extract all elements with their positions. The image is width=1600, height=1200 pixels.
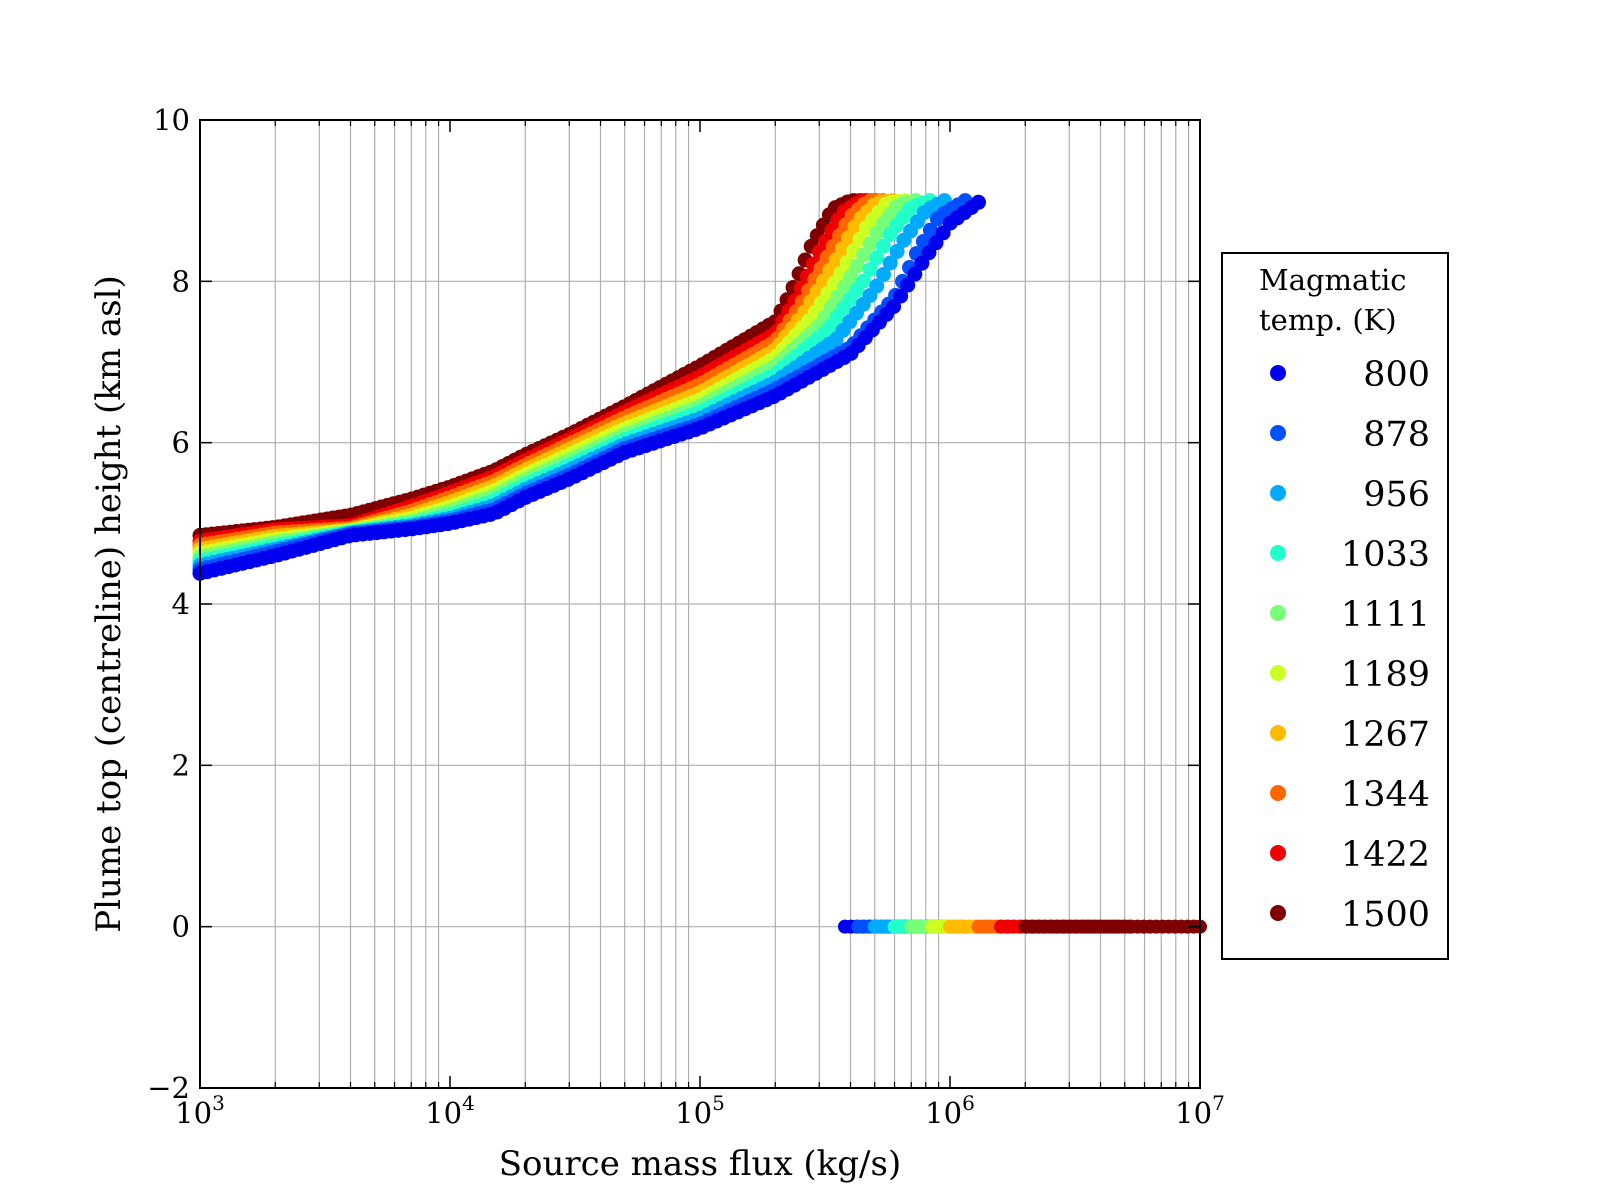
- legend-label: 878: [1363, 415, 1430, 455]
- plot-points: [192, 193, 1207, 934]
- grid: [200, 120, 1200, 1088]
- y-tick-label: 10: [153, 103, 190, 137]
- legend-marker: [1270, 485, 1286, 501]
- y-tick-label: 2: [172, 748, 190, 782]
- legend-marker: [1270, 905, 1286, 921]
- data-point: [849, 258, 865, 274]
- data-point: [914, 255, 930, 271]
- data-point: [907, 266, 923, 282]
- x-tick-label: 105: [675, 1091, 725, 1130]
- legend-label: 1111: [1341, 595, 1430, 635]
- data-point: [843, 269, 859, 285]
- data-point: [882, 255, 898, 271]
- data-point: [915, 233, 931, 249]
- data-point: [828, 252, 844, 268]
- legend-label: 800: [1363, 355, 1430, 395]
- data-point: [900, 277, 916, 293]
- legend-label: 1033: [1341, 535, 1430, 575]
- axis-ticks: 103 104 105 106 107 −2 0 2 4 6 8 10: [147, 103, 1225, 1130]
- data-point: [876, 266, 892, 282]
- data-point: [834, 241, 850, 257]
- x-tick-label: 107: [1175, 1091, 1225, 1130]
- legend-label: 1500: [1341, 895, 1430, 935]
- y-tick-label: 4: [172, 587, 190, 621]
- legend-marker: [1270, 545, 1286, 561]
- legend-marker: [1270, 425, 1286, 441]
- data-point: [869, 278, 885, 294]
- legend-marker: [1270, 665, 1286, 681]
- legend-title-line-1: Magmatic: [1259, 263, 1407, 297]
- data-point: [886, 299, 902, 315]
- y-tick-label: −2: [147, 1071, 190, 1105]
- legend-box: [1221, 252, 1449, 960]
- legend-marker: [1270, 785, 1286, 801]
- legend-marker: [1270, 605, 1286, 621]
- y-tick-label: 6: [172, 426, 190, 460]
- x-tick-label: 106: [925, 1091, 975, 1130]
- legend-label: 1422: [1341, 835, 1430, 875]
- y-tick-label: 8: [172, 264, 190, 298]
- legend-label: 956: [1363, 475, 1430, 515]
- series-1500-zero: [1018, 919, 1207, 934]
- legend-entries: 800 878 956 1033 1111 1189 1267 1344 1422 1500: [1270, 355, 1430, 935]
- series-800: [192, 194, 986, 581]
- data-point: [875, 238, 891, 254]
- data-point: [841, 230, 857, 246]
- data-point: [856, 247, 872, 263]
- legend-title-line-2: temp. (K): [1259, 303, 1397, 337]
- legend-marker: [1270, 725, 1286, 741]
- legend-label: 1189: [1341, 655, 1430, 695]
- data-point: [970, 194, 986, 210]
- legend-label: 1344: [1341, 775, 1430, 815]
- legend: Magmatic temp. (K) 800 878 956 1033 1111 1189…: [1221, 252, 1449, 960]
- data-point: [893, 288, 909, 304]
- data-point: [922, 222, 938, 238]
- x-tick-label: 103: [175, 1091, 225, 1130]
- y-axis-label: Plume top (centreline) height (km asl): [89, 275, 129, 933]
- data-point: [862, 261, 878, 277]
- data-point: [862, 236, 878, 252]
- data-point: [869, 250, 885, 266]
- legend-marker: [1270, 365, 1286, 381]
- x-tick-label: 104: [425, 1091, 475, 1130]
- x-axis-label: Source mass flux (kg/s): [499, 1144, 901, 1184]
- data-point: [889, 243, 905, 259]
- data-point: [855, 273, 871, 289]
- legend-label: 1267: [1341, 715, 1430, 755]
- legend-marker: [1270, 845, 1286, 861]
- y-tick-label: 0: [172, 910, 190, 944]
